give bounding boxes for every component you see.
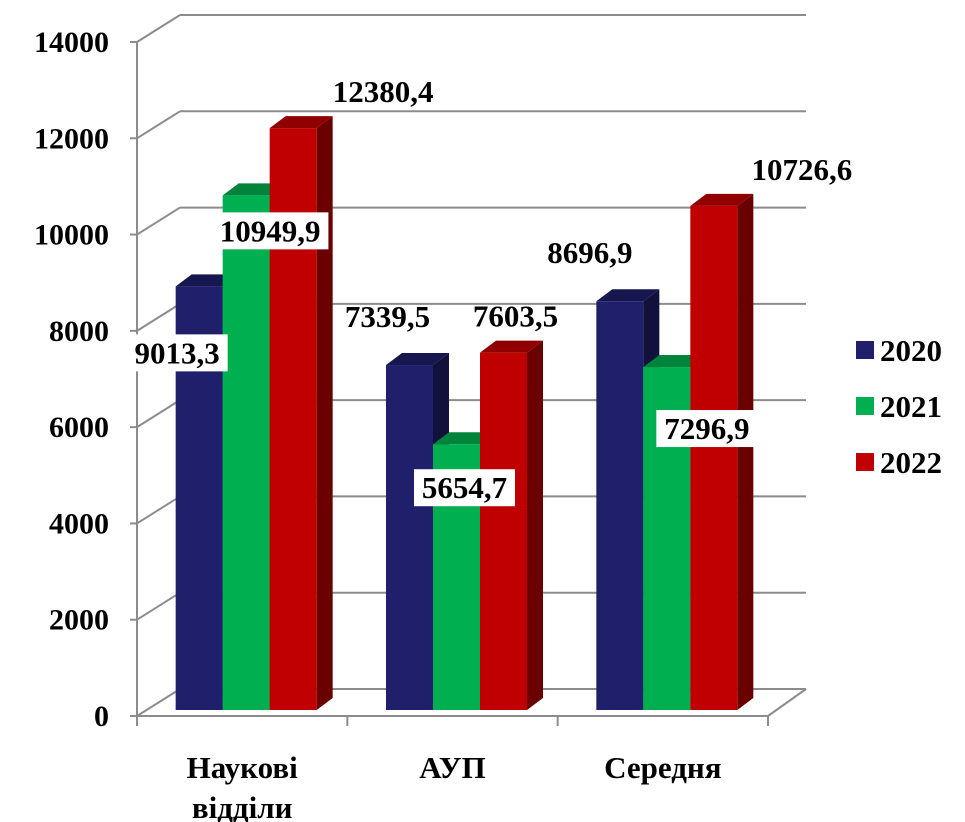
legend-label: 2021 <box>880 389 942 424</box>
y-tick-label: 8000 <box>49 315 109 348</box>
data-label-box <box>414 469 515 507</box>
bar-top <box>386 353 449 366</box>
legend: 2020 2021 2022 <box>856 333 942 480</box>
data-label: 12380,4 <box>333 74 434 109</box>
data-labels: 9013,3 10949,9 12380,4 7339,5 5654,7 7603,5 86… <box>126 74 852 507</box>
category-label: АУП <box>419 750 486 785</box>
bar-2022-1 <box>480 340 543 710</box>
legend-swatch-2022 <box>856 453 874 471</box>
bar-front <box>222 195 270 710</box>
bar-side <box>316 116 333 710</box>
data-label: 10949,9 <box>220 213 321 248</box>
legend-swatch-2020 <box>856 341 874 359</box>
data-label-box <box>656 410 758 448</box>
y-tick-label: 10000 <box>34 219 109 252</box>
gridline-side <box>136 14 181 43</box>
data-label: 7339,5 <box>345 299 430 334</box>
y-tick-label: 6000 <box>49 411 109 444</box>
legend-swatch-2021 <box>856 397 874 415</box>
gridline-side <box>136 206 181 236</box>
gridline-side <box>136 688 181 717</box>
category-label: Наукові <box>187 750 298 785</box>
category-label: Середня <box>604 750 721 785</box>
bar-front <box>386 365 433 710</box>
axes: 0 2000 4000 6000 8000 10000 12000 14000 Наукові в… <box>34 26 769 822</box>
data-label: 7296,9 <box>664 411 749 446</box>
bar-top <box>480 340 543 353</box>
bar-top <box>596 289 660 302</box>
y-tick-label: 0 <box>94 700 109 733</box>
gridline-side <box>136 303 181 332</box>
data-label: 7603,5 <box>473 299 558 334</box>
data-label: 10726,6 <box>751 152 852 187</box>
bar-top <box>690 193 754 206</box>
gridline-side <box>136 495 181 525</box>
data-label-box <box>126 334 228 372</box>
gridline-side <box>136 110 181 140</box>
y-tick-label: 2000 <box>49 604 109 637</box>
bar-top <box>269 116 333 129</box>
bar-front <box>690 205 738 710</box>
bar-side <box>737 193 754 710</box>
data-label-box <box>211 212 329 250</box>
gridline-side <box>136 591 181 621</box>
data-label: 5654,7 <box>422 470 507 505</box>
legend-label: 2020 <box>880 333 942 368</box>
data-label: 8696,9 <box>547 235 632 270</box>
bar-side <box>527 340 543 710</box>
bar-front <box>480 352 527 710</box>
y-tick-label: 14000 <box>34 26 109 59</box>
bar-2022-2 <box>690 193 754 710</box>
legend-label: 2022 <box>880 445 942 480</box>
gridline-side <box>136 399 181 428</box>
category-label: відділи <box>192 790 293 822</box>
floor-edge <box>767 688 807 717</box>
y-tick-label: 4000 <box>49 507 109 540</box>
y-tick-label: 12000 <box>34 122 109 155</box>
bar-2022-0 <box>269 116 333 710</box>
bar-front <box>596 301 644 710</box>
data-label: 9013,3 <box>135 335 220 370</box>
